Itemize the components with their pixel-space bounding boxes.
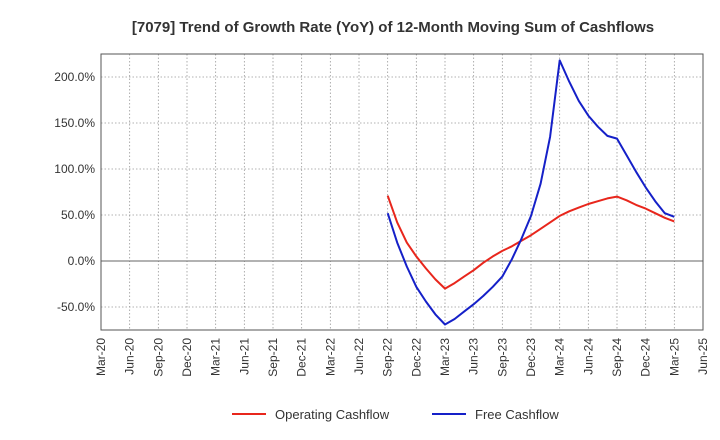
series-line-operating-cashflow [386,195,675,290]
series-line-free-cashflow [386,59,675,326]
x-tick-label: Dec-22 [409,338,423,377]
x-tick-label: Jun-20 [123,338,137,375]
y-tick-label: 0.0% [68,254,96,268]
x-tick-label: Jun-22 [352,338,366,375]
x-tick-label: Sep-23 [495,338,509,377]
y-tick-label: 200.0% [54,70,95,84]
x-tick-label: Mar-20 [94,338,108,376]
x-axis-tick-labels: Mar-20 Jun-20 Sep-20 Dec-20 Mar-21 Jun-21 Sep-… [94,338,710,377]
x-tick-label: Jun-24 [581,338,595,375]
x-tick-label: Mar-24 [553,338,567,376]
grid [100,54,704,330]
y-tick-label: 150.0% [54,116,95,130]
x-tick-label: Sep-21 [266,338,280,377]
x-tick-label: Dec-24 [639,338,653,377]
chart-title: [7079] Trend of Growth Rate (YoY) of 12-… [132,19,654,36]
x-tick-label: Sep-22 [381,338,395,377]
legend: Operating Cashflow Free Cashflow [232,407,559,422]
x-tick-label: Jun-25 [696,338,710,375]
y-tick-label: 100.0% [54,162,95,176]
x-tick-label: Dec-23 [524,338,538,377]
plot-area-border [100,53,704,331]
y-tick-label: 50.0% [61,208,95,222]
x-tick-label: Sep-24 [610,338,624,377]
x-tick-label: Sep-20 [151,338,165,377]
x-tick-label: Dec-20 [180,338,194,377]
x-tick-label: Jun-23 [467,338,481,375]
series-lines [386,59,675,326]
x-tick-label: Jun-21 [237,338,251,375]
legend-label-operating-cashflow: Operating Cashflow [275,407,390,422]
legend-label-free-cashflow: Free Cashflow [475,407,559,422]
y-tick-label: -50.0% [57,300,95,314]
x-tick-label: Mar-25 [667,338,681,376]
x-tick-label: Mar-22 [323,338,337,376]
x-tick-label: Mar-23 [438,338,452,376]
y-axis-tick-labels: -50.0% 0.0% 50.0% 100.0% 150.0% 200.0% [54,70,95,314]
x-tick-label: Mar-21 [209,338,223,376]
x-tick-label: Dec-21 [295,338,309,377]
